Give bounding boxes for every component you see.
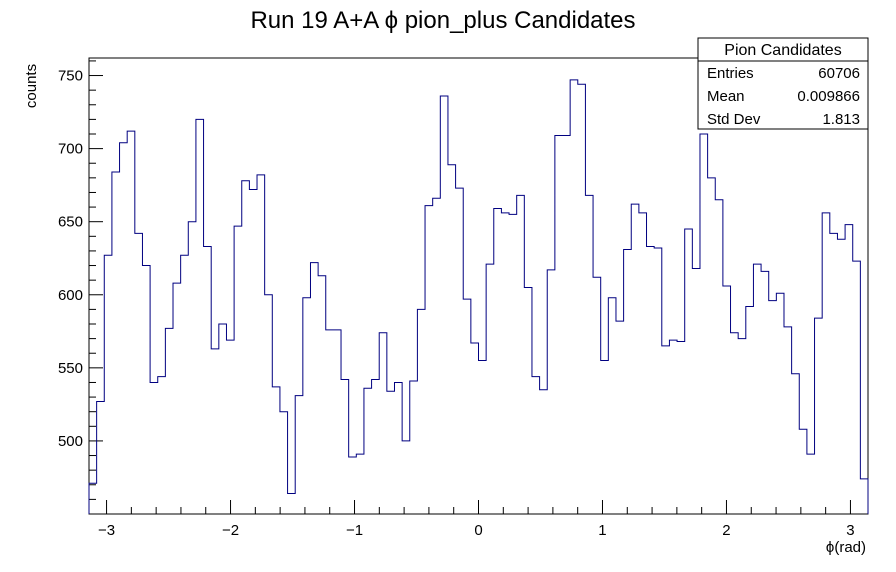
x-tick-label: −1 [346,522,363,539]
y-tick-label: 550 [58,360,83,377]
x-axis-label: ϕ(rad) [826,539,866,556]
x-tick-label: −3 [98,522,115,539]
axis-ticks [89,60,851,514]
chart-title: Run 19 A+A ϕ pion_plus Candidates [250,7,635,34]
x-tick-label: 0 [474,522,482,539]
y-tick-label: 600 [58,287,83,304]
stats-entries-label: Entries [707,65,754,82]
stats-mean-value: 0.009866 [797,88,860,105]
y-tick-label: 650 [58,214,83,231]
x-tick-label: 2 [722,522,730,539]
x-tick-label: 3 [846,522,854,539]
x-tick-labels: −3 −2 −1 0 1 2 3 [98,522,855,539]
stats-box-title: Pion Candidates [724,42,841,59]
x-tick-label: −2 [222,522,239,539]
stats-box-frame [697,37,869,130]
y-axis-label: counts [23,64,40,108]
y-tick-label: 500 [58,433,83,450]
stats-stddev-label: Std Dev [707,111,761,128]
y-tick-label: 700 [58,141,83,158]
y-tick-labels: 500 550 600 650 700 750 [58,68,83,450]
stats-stddev-value: 1.813 [822,111,860,128]
stats-entries-value: 60706 [818,65,860,82]
stats-mean-label: Mean [707,88,745,105]
x-tick-label: 1 [598,522,606,539]
y-tick-label: 750 [58,68,83,85]
histogram-series-line [88,79,869,514]
stats-legend-box: Pion Candidates Entries 60706 Mean 0.009… [697,37,869,130]
